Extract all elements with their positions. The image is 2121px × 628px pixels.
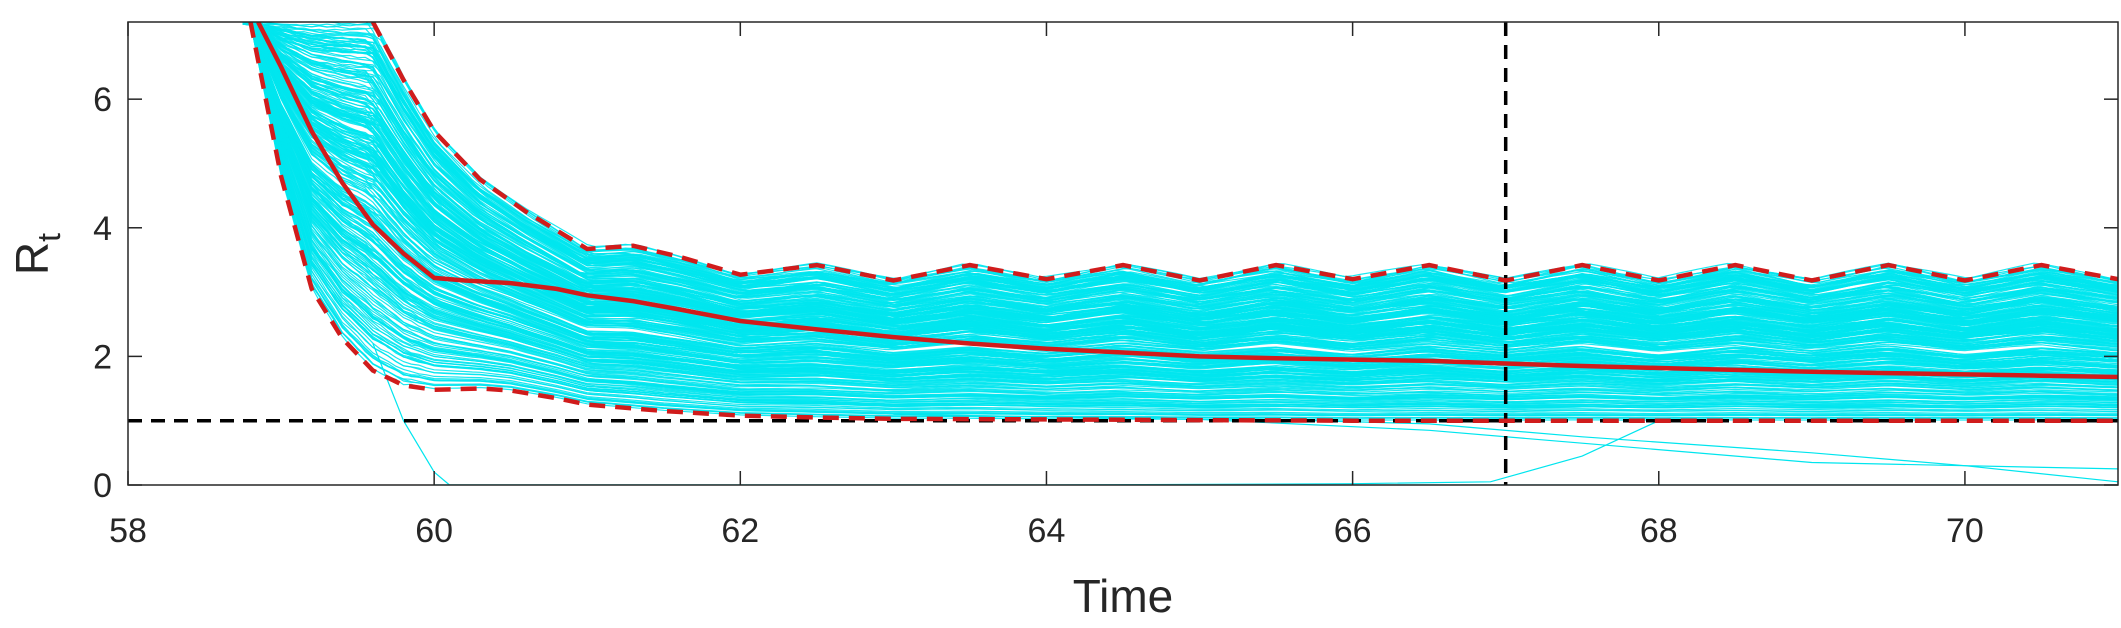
y-axis-label-main: R bbox=[6, 242, 58, 275]
trajectory-line bbox=[242, 22, 2118, 342]
trajectory-line bbox=[242, 22, 2118, 356]
trajectory-line bbox=[242, 22, 2118, 326]
trajectory-line bbox=[242, 22, 2118, 394]
lower-bound-line bbox=[248, 22, 2118, 423]
y-axis-label: Rt bbox=[6, 233, 67, 275]
trajectory-line bbox=[242, 22, 2118, 403]
y-tick-label: 6 bbox=[93, 81, 112, 119]
trajectory-line bbox=[245, 22, 2118, 292]
trajectory-line bbox=[242, 22, 2118, 409]
trajectory-line bbox=[250, 22, 2118, 301]
trajectory-line bbox=[250, 22, 2118, 369]
y-axis-ticks: 0 2 4 6 bbox=[93, 81, 2118, 505]
trajectory-line bbox=[242, 22, 2118, 386]
trajectory-line bbox=[242, 22, 2118, 313]
trajectory-line bbox=[242, 22, 2118, 325]
trajectory-line bbox=[254, 22, 2118, 289]
trajectory-line bbox=[242, 22, 2118, 365]
trajectory-line bbox=[242, 22, 2118, 379]
trajectory-line bbox=[242, 22, 2118, 413]
trajectory-line bbox=[242, 22, 2118, 359]
x-tick-label: 68 bbox=[1640, 512, 1678, 550]
trajectory-line bbox=[242, 22, 2118, 339]
trajectory-line bbox=[242, 22, 2118, 416]
y-tick-label: 2 bbox=[93, 338, 112, 376]
trajectory-line bbox=[242, 22, 2118, 371]
x-axis-ticks: 58 60 62 64 66 68 70 bbox=[109, 22, 1984, 550]
summary-lines bbox=[248, 22, 2118, 423]
trajectory-line bbox=[242, 22, 2118, 390]
trajectory-line bbox=[242, 22, 2118, 381]
x-tick-label: 62 bbox=[721, 512, 759, 550]
x-tick-label: 70 bbox=[1946, 512, 1984, 550]
trajectory-line bbox=[242, 22, 2118, 416]
trajectory-line bbox=[242, 22, 2118, 350]
trajectory-line bbox=[242, 22, 2118, 415]
trajectory-line bbox=[242, 22, 2118, 291]
trajectory-line bbox=[242, 22, 2118, 311]
trajectory-line bbox=[242, 22, 2118, 399]
trajectory-line bbox=[242, 22, 2118, 385]
trajectory-line bbox=[242, 22, 2118, 391]
trajectory-line bbox=[242, 22, 2118, 349]
trajectory-line bbox=[242, 22, 2118, 367]
trajectory-line bbox=[242, 22, 2118, 406]
trajectory-line bbox=[242, 22, 2118, 310]
trajectory-line bbox=[242, 23, 2118, 301]
trajectory-line bbox=[242, 22, 2118, 376]
trajectory-line bbox=[242, 22, 2118, 419]
trajectory-line bbox=[242, 22, 2118, 400]
y-axis-label-subscript: t bbox=[31, 233, 67, 242]
trajectory-line bbox=[242, 22, 2118, 339]
trajectory-line bbox=[242, 22, 2118, 314]
x-tick-label: 66 bbox=[1334, 512, 1372, 550]
trajectory-line bbox=[242, 22, 2118, 346]
trajectory-outlier-line bbox=[1199, 416, 2118, 483]
trajectory-line bbox=[250, 22, 2118, 327]
trajectory-line bbox=[250, 22, 2118, 328]
y-tick-label: 0 bbox=[93, 467, 112, 505]
trajectory-line bbox=[242, 22, 2118, 364]
x-tick-label: 60 bbox=[415, 512, 453, 550]
trajectory-line bbox=[242, 22, 2118, 335]
trajectory-line bbox=[242, 22, 2118, 411]
trajectory-line bbox=[242, 22, 2118, 348]
trajectory-line bbox=[246, 22, 2118, 307]
upper-bound-line bbox=[370, 22, 2118, 283]
trajectory-line bbox=[250, 22, 2118, 341]
x-tick-label: 64 bbox=[1028, 512, 1066, 550]
trajectory-line bbox=[242, 22, 2118, 351]
trajectory-line bbox=[242, 22, 2118, 389]
trajectory-line bbox=[242, 22, 2118, 319]
trajectory-line bbox=[242, 22, 2118, 297]
median-line bbox=[256, 22, 2118, 380]
trajectory-line bbox=[242, 22, 2118, 407]
x-axis-label: Time bbox=[1073, 570, 1174, 622]
sample-trajectories bbox=[242, 22, 2118, 485]
trajectory-line bbox=[242, 22, 2118, 401]
y-tick-label: 4 bbox=[93, 210, 112, 248]
trajectory-line bbox=[242, 22, 2118, 397]
plot-frame bbox=[127, 21, 2119, 486]
x-tick-label: 58 bbox=[109, 512, 147, 550]
